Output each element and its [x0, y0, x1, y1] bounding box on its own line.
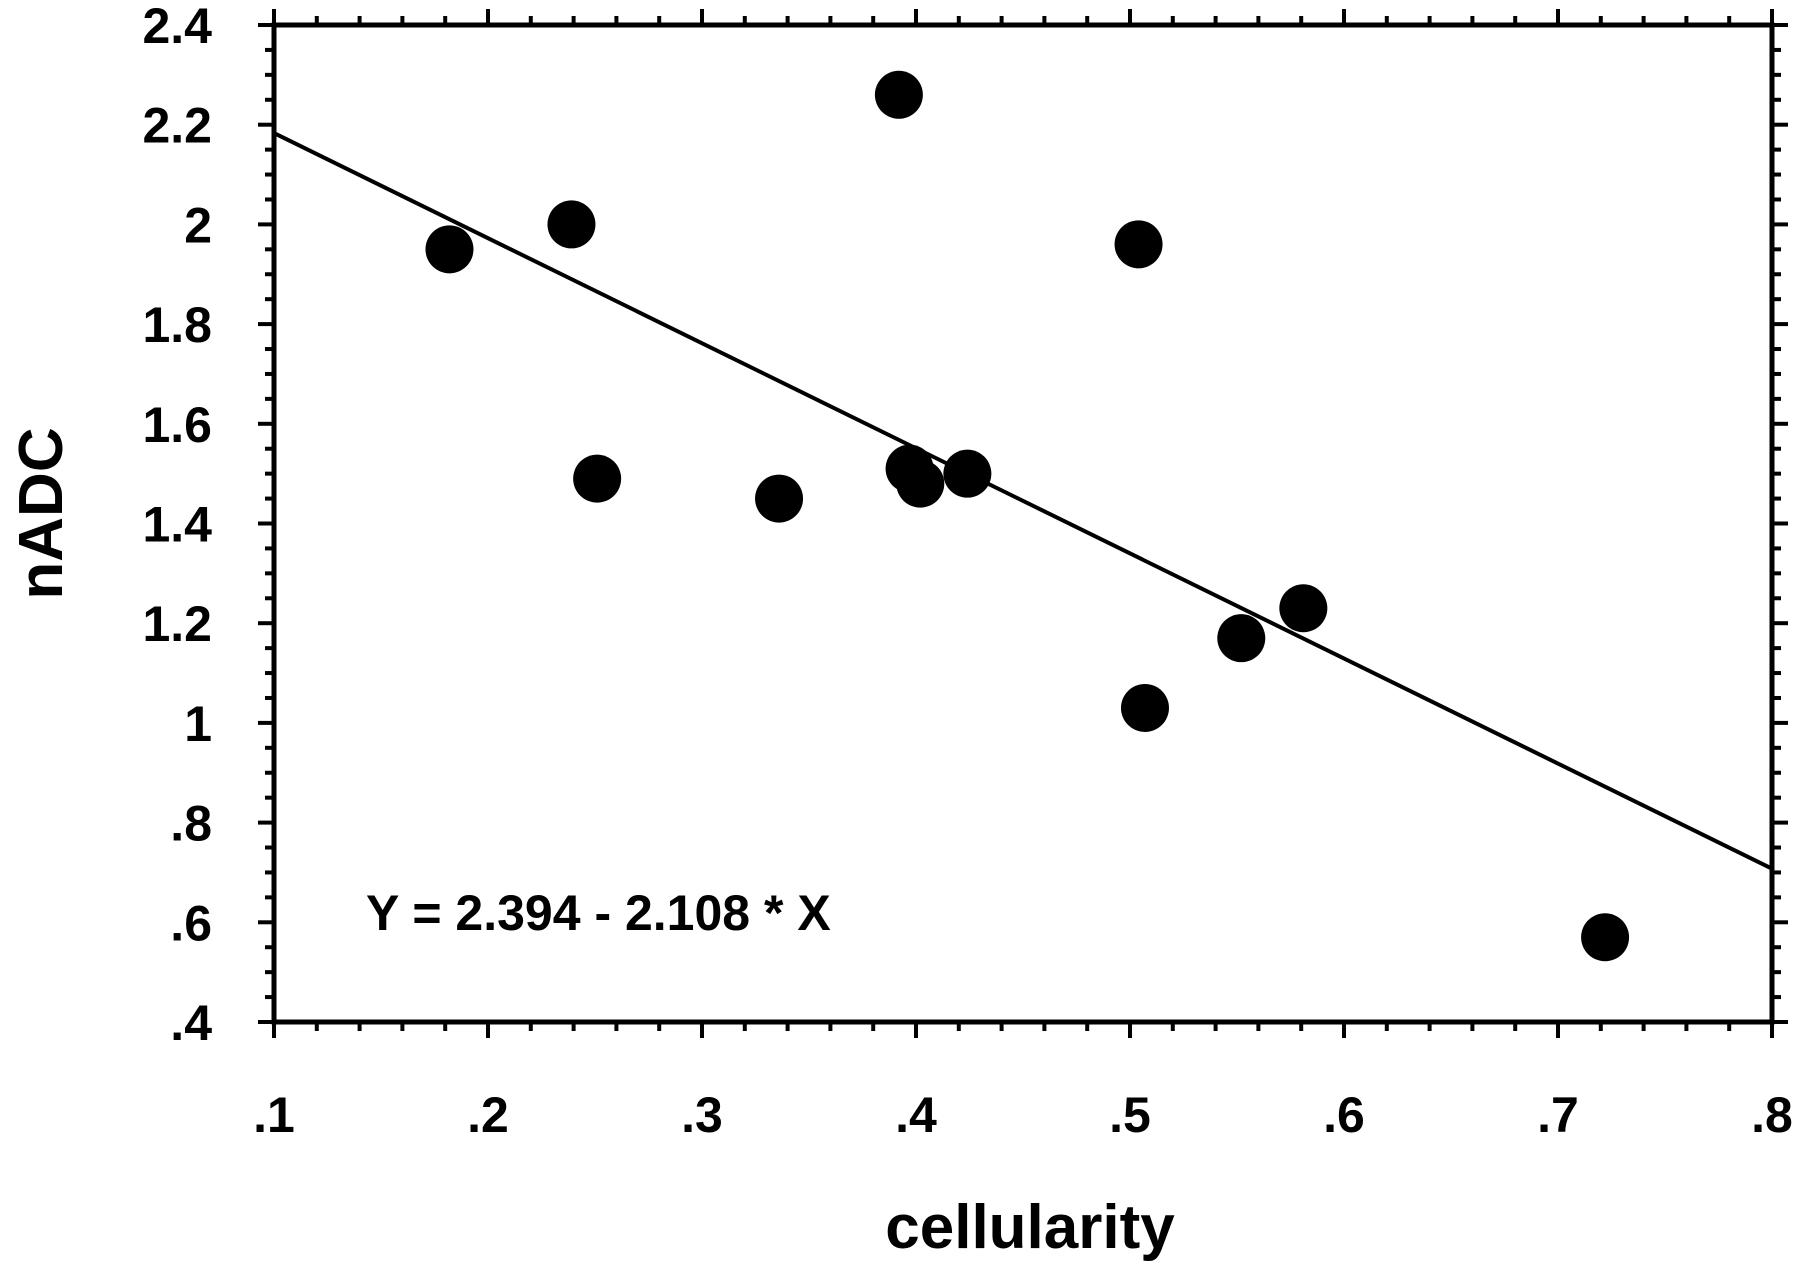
- x-tick-labels: .1 .2 .3 .4 .5 .6 .7 .8: [253, 1087, 1793, 1143]
- y-axis-title: nADC: [7, 427, 76, 599]
- axis-ticks: [258, 9, 1788, 1038]
- y-tick-label: 2: [184, 197, 212, 253]
- data-point: [425, 225, 474, 274]
- y-tick-label: .4: [170, 995, 212, 1051]
- y-tick-label: 2.2: [142, 98, 212, 154]
- y-tick-label: 1.2: [142, 596, 212, 652]
- x-tick-label: .5: [1109, 1087, 1151, 1143]
- regression-equation: Y = 2.394 - 2.108 * X: [366, 885, 831, 941]
- y-tick-label: .6: [170, 895, 212, 951]
- plot-frame: [271, 22, 1775, 1025]
- data-point: [755, 474, 804, 523]
- y-tick-label: 1.8: [142, 297, 212, 353]
- x-tick-label: .1: [253, 1087, 295, 1143]
- data-point: [1120, 683, 1169, 732]
- y-tick-label: 1: [184, 696, 212, 752]
- x-tick-label: .4: [895, 1087, 937, 1143]
- data-points: [425, 70, 1630, 962]
- regression-line: [273, 131, 1773, 871]
- y-tick-labels: .4 .6 .8 1 1.2 1.4 1.6 1.8 2 2.2 2.4: [142, 0, 212, 1051]
- data-point: [1279, 584, 1328, 633]
- data-point: [1114, 220, 1163, 269]
- x-tick-label: .6: [1323, 1087, 1365, 1143]
- data-point: [1217, 614, 1266, 663]
- y-tick-label: 2.4: [142, 0, 212, 54]
- y-tick-label: 1.4: [142, 497, 212, 553]
- y-tick-label: 1.6: [142, 397, 212, 453]
- data-point: [874, 70, 923, 119]
- data-point: [896, 459, 945, 508]
- x-tick-label: .8: [1751, 1087, 1793, 1143]
- y-tick-label: .8: [170, 796, 212, 852]
- x-tick-label: .3: [681, 1087, 723, 1143]
- x-tick-label: .7: [1537, 1087, 1579, 1143]
- data-point: [573, 454, 622, 503]
- x-tick-label: .2: [467, 1087, 509, 1143]
- x-axis-title: cellularity: [885, 1193, 1175, 1262]
- regression-line-layer: [273, 131, 1773, 871]
- data-point: [1581, 913, 1630, 962]
- data-point: [547, 200, 596, 249]
- data-point: [943, 449, 992, 498]
